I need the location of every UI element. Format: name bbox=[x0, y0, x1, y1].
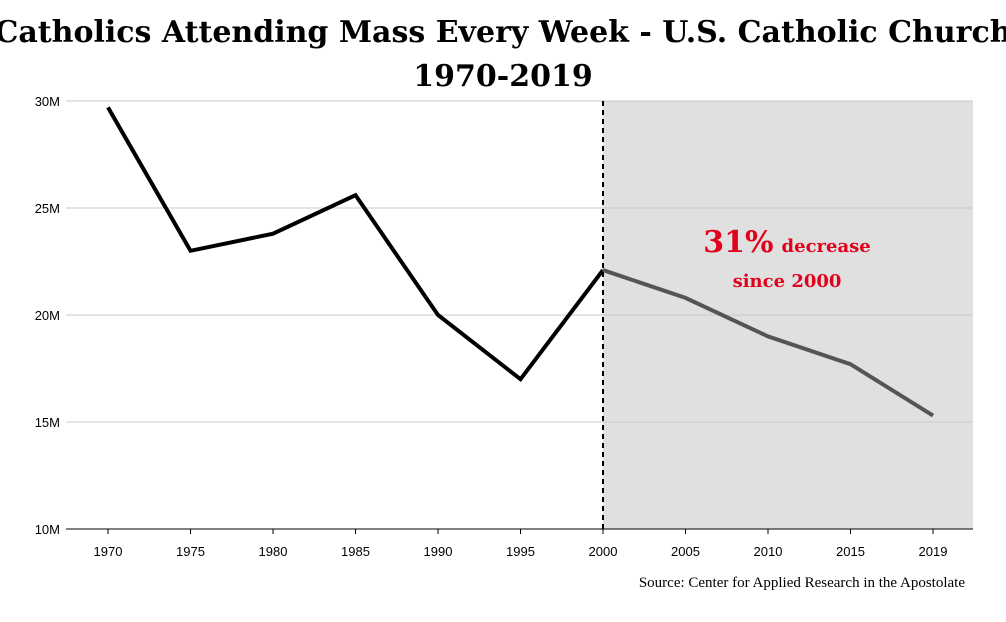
source-note: Source: Center for Applied Research in t… bbox=[639, 575, 966, 591]
x-tick-label: 1980 bbox=[259, 544, 288, 559]
x-axis: 1970 1975 1980 1985 1990 1995 2000 2005 2010 2015… bbox=[94, 529, 948, 559]
series-line-after-2000 bbox=[602, 268, 935, 418]
x-tick-label: 2000 bbox=[589, 544, 618, 559]
y-tick-label: 20M bbox=[35, 308, 60, 323]
y-tick-label: 25M bbox=[35, 201, 60, 216]
series-line-before-2000 bbox=[106, 106, 605, 383]
chart-title: Catholics Attending Mass Every Week - U.… bbox=[0, 15, 1006, 50]
annotation-decrease: decrease bbox=[782, 236, 871, 257]
x-tick-label: 2005 bbox=[671, 544, 700, 559]
x-tick-label: 1970 bbox=[94, 544, 123, 559]
x-tick-label: 1985 bbox=[341, 544, 370, 559]
x-tick-label: 2015 bbox=[836, 544, 865, 559]
annotation-line2: since 2000 bbox=[733, 271, 842, 292]
y-tick-label: 15M bbox=[35, 415, 60, 430]
gridlines bbox=[66, 100, 973, 423]
x-tick-label: 2010 bbox=[754, 544, 783, 559]
x-tick-label: 1995 bbox=[506, 544, 535, 559]
x-tick-label: 1990 bbox=[424, 544, 453, 559]
annotation-percent: 31% bbox=[703, 225, 773, 260]
x-tick-label: 1975 bbox=[176, 544, 205, 559]
annotation-line1: 31% decrease bbox=[703, 225, 870, 260]
x-tick-label: 2019 bbox=[919, 544, 948, 559]
y-tick-label: 30M bbox=[35, 94, 60, 109]
y-tick-label: 10M bbox=[35, 522, 60, 537]
series-lines bbox=[106, 106, 935, 418]
chart-subtitle: 1970-2019 bbox=[413, 59, 592, 94]
y-axis: 10M 15M 20M 25M 30M bbox=[35, 94, 60, 537]
